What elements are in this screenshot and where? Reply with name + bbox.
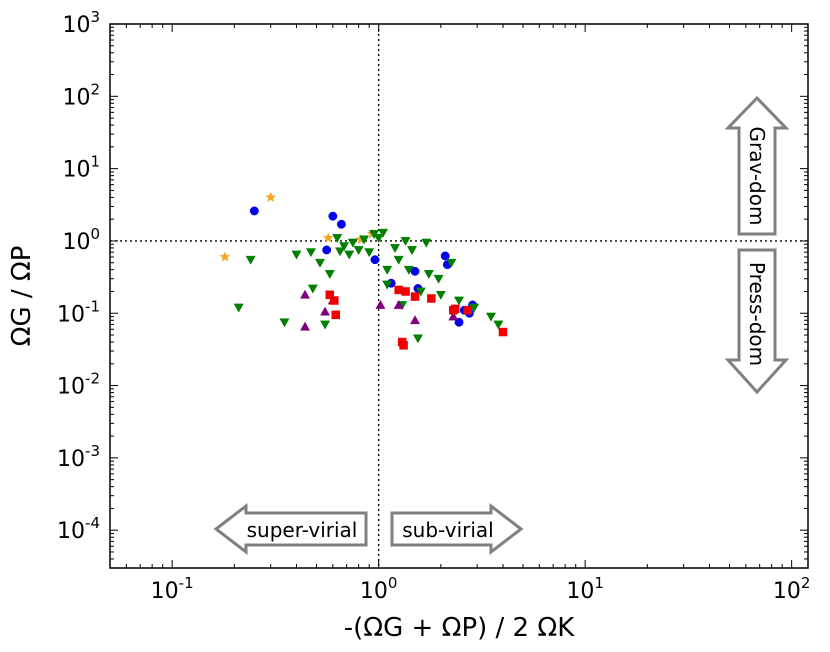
red-squares-point — [399, 341, 408, 350]
green-triangles-down-point — [433, 274, 444, 284]
green-triangles-down-point — [279, 318, 290, 328]
y-axis-label: ΩG / ΩP — [7, 246, 37, 347]
y-tick-label: 101 — [62, 153, 100, 183]
green-triangles-down-point — [378, 228, 389, 238]
grav-dom-arrow-shape — [724, 95, 790, 236]
red-squares-point — [330, 296, 339, 305]
press-dom-label: Press-dom — [745, 262, 769, 366]
green-triangles-down-point — [373, 234, 384, 244]
y-tick-label: 10-2 — [57, 370, 100, 400]
green-triangles-down-point — [344, 250, 355, 260]
grav-dom-label: Grav-dom — [745, 127, 769, 226]
red-squares-point — [427, 294, 436, 303]
green-triangles-down-point — [305, 248, 316, 258]
green-triangles-down-point — [324, 270, 335, 280]
green-triangles-down-point — [314, 258, 326, 268]
plot-area — [109, 23, 809, 569]
green-triangles-down-point — [453, 296, 465, 306]
orange-stars-point — [219, 251, 231, 262]
green-triangles-down-point — [400, 237, 411, 247]
purple-triangles-up-point — [300, 289, 311, 299]
purple-triangles-up-point — [393, 299, 404, 309]
data-points — [219, 191, 508, 350]
red-squares-point — [331, 310, 341, 320]
green-triangles-down-point — [403, 265, 414, 275]
super-virial-arrow-shape — [213, 502, 368, 556]
purple-triangles-up-point — [409, 315, 421, 325]
press-dom-arrow: Press-dom — [724, 248, 790, 395]
green-triangles-down-point — [359, 235, 370, 245]
purple-triangles-up-point — [448, 311, 459, 321]
blue-circles-point — [322, 245, 332, 255]
y-tick-label: 10-4 — [57, 514, 100, 544]
blue-circles-point — [440, 251, 450, 261]
orange-stars-point — [322, 232, 334, 243]
green-triangles-down-point — [233, 303, 244, 313]
y-tick-label: 102 — [62, 80, 100, 110]
x-tick-label: 101 — [566, 574, 604, 604]
green-triangles-down-point — [493, 320, 504, 330]
green-triangles-down-point — [382, 280, 393, 290]
green-triangles-down-point — [435, 290, 446, 300]
green-triangles-down-point — [421, 238, 432, 248]
blue-circles-point — [410, 266, 420, 276]
green-triangles-down-point — [406, 246, 418, 256]
x-axis-label: -(ΩG + ΩP) / 2 ΩK — [344, 613, 576, 643]
green-triangles-down-point — [412, 334, 423, 344]
purple-triangles-up-point — [320, 306, 331, 316]
green-triangles-down-point — [446, 258, 457, 268]
press-dom-arrow-shape — [724, 248, 790, 395]
green-triangles-down-point — [291, 250, 302, 260]
y-tick-label: 10-1 — [57, 297, 100, 327]
super-virial-arrow: super-virial — [213, 502, 368, 556]
green-triangles-down-point — [245, 255, 256, 265]
orange-stars-point — [265, 191, 277, 202]
grav-dom-arrow: Grav-dom — [724, 95, 790, 236]
red-squares-point — [498, 327, 508, 337]
super-virial-label: super-virial — [247, 518, 358, 542]
x-axis-ticks — [109, 24, 793, 568]
red-squares-point — [410, 292, 420, 301]
green-triangles-down-point — [347, 238, 358, 248]
green-triangles-down-point — [307, 284, 318, 294]
green-triangles-down-point — [423, 270, 434, 280]
sub-virial-label: sub-virial — [402, 518, 493, 542]
green-triangles-down-point — [339, 242, 350, 252]
y-axis-tick-labels: 10-4 10-3 10-2 10-1 100 101 102 103 — [57, 8, 100, 544]
red-squares-point — [451, 304, 460, 314]
purple-triangles-up-point — [300, 321, 311, 331]
purple-triangles-up-point — [375, 299, 386, 309]
sub-virial-arrow-shape — [390, 502, 524, 556]
green-triangles-down-point — [382, 265, 393, 275]
green-triangles-down-point — [332, 234, 343, 244]
blue-circles-point — [249, 206, 259, 216]
x-tick-label: 10-1 — [151, 574, 194, 604]
green-triangles-down-point — [415, 287, 426, 297]
x-axis-tick-labels: 10-1 100 101 102 — [151, 574, 811, 604]
green-triangles-down-point — [389, 244, 401, 254]
y-axis-ticks — [110, 23, 808, 569]
green-triangles-down-point — [393, 255, 404, 265]
y-tick-label: 103 — [62, 8, 100, 38]
green-triangles-down-point — [485, 312, 497, 322]
red-squares-point — [401, 287, 410, 296]
green-triangles-down-point — [320, 320, 331, 330]
green-triangles-down-point — [334, 247, 346, 257]
green-triangles-down-point — [364, 248, 375, 258]
x-tick-label: 102 — [773, 574, 811, 604]
blue-circles-point — [336, 219, 346, 229]
red-squares-point — [463, 306, 472, 315]
red-squares-point — [325, 290, 335, 300]
blue-circles-point — [328, 211, 338, 221]
green-triangles-down-point — [353, 246, 364, 256]
y-tick-label: 100 — [62, 225, 100, 255]
sub-virial-arrow: sub-virial — [390, 502, 524, 556]
y-tick-label: 10-3 — [57, 442, 100, 472]
blue-circles-point — [370, 255, 380, 265]
x-tick-label: 100 — [360, 574, 398, 604]
